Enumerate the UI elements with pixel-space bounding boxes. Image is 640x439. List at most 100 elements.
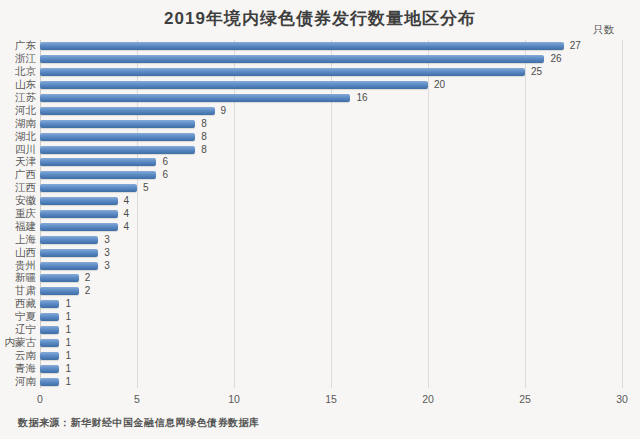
bar-row: 湖南8 xyxy=(0,117,622,130)
bar-row: 江苏16 xyxy=(0,92,622,105)
bar xyxy=(40,197,118,205)
category-label: 福建 xyxy=(0,220,40,234)
bar-track: 3 xyxy=(40,233,622,246)
bar-track: 4 xyxy=(40,195,622,208)
bar-row: 北京25 xyxy=(0,66,622,79)
bar xyxy=(40,55,544,63)
category-label: 湖南 xyxy=(0,117,40,131)
value-label: 2 xyxy=(85,273,91,284)
bar-track: 4 xyxy=(40,208,622,221)
bar-track: 8 xyxy=(40,117,622,130)
bar xyxy=(40,378,59,386)
bar-track: 1 xyxy=(40,375,622,388)
bar-row: 新疆 2 xyxy=(0,272,622,285)
gridline xyxy=(622,40,623,388)
category-label: 山西 xyxy=(0,246,40,260)
bar xyxy=(40,274,79,282)
value-label: 9 xyxy=(221,105,227,116)
bar xyxy=(40,352,59,360)
category-label: 河南 xyxy=(0,375,40,389)
value-label: 6 xyxy=(162,157,168,168)
x-tick-label: 30 xyxy=(616,393,628,405)
bar-row: 浙江 26 xyxy=(0,53,622,66)
bar-row: 山西3 xyxy=(0,246,622,259)
bar xyxy=(40,94,350,102)
x-tick-label: 15 xyxy=(325,393,337,405)
bar-row: 广东27 xyxy=(0,40,622,53)
category-label: 贵州 xyxy=(0,259,40,273)
bar-row: 青海1 xyxy=(0,362,622,375)
bar-row: 江西 5 xyxy=(0,182,622,195)
value-label: 5 xyxy=(143,183,149,194)
bar xyxy=(40,326,59,334)
bar-track: 8 xyxy=(40,143,622,156)
bar-row: 宁夏1 xyxy=(0,311,622,324)
bar xyxy=(40,262,98,270)
value-label: 1 xyxy=(65,299,71,310)
category-label: 山东 xyxy=(0,78,40,92)
bar xyxy=(40,120,195,128)
x-tick-label: 25 xyxy=(519,393,531,405)
value-label: 27 xyxy=(570,41,581,52)
x-tick-label: 20 xyxy=(422,393,434,405)
value-label: 1 xyxy=(65,324,71,335)
bar-track: 16 xyxy=(40,92,622,105)
category-label: 重庆 xyxy=(0,207,40,221)
category-label: 云南 xyxy=(0,349,40,363)
bar-row: 安徽4 xyxy=(0,195,622,208)
bar xyxy=(40,313,59,321)
bar-row: 内蒙古 1 xyxy=(0,336,622,349)
bar-track: 1 xyxy=(40,336,622,349)
value-label: 1 xyxy=(65,350,71,361)
value-label: 26 xyxy=(550,54,561,65)
bar xyxy=(40,300,59,308)
bar-track: 26 xyxy=(40,53,622,66)
source-note: 数据来源：新华财经中国金融信息网绿色债券数据库 xyxy=(18,416,260,430)
bar xyxy=(40,133,195,141)
bar-track: 1 xyxy=(40,324,622,337)
value-label: 1 xyxy=(65,337,71,348)
value-label: 8 xyxy=(201,144,207,155)
bar-row: 山东20 xyxy=(0,79,622,92)
bar-track: 1 xyxy=(40,311,622,324)
value-label: 3 xyxy=(104,234,110,245)
category-label: 上海 xyxy=(0,233,40,247)
bar-track: 4 xyxy=(40,220,622,233)
bar-row: 云南 1 xyxy=(0,349,622,362)
value-label: 8 xyxy=(201,131,207,142)
bar xyxy=(40,249,98,257)
x-tick-label: 5 xyxy=(134,393,140,405)
bar-row: 福建4 xyxy=(0,220,622,233)
bar xyxy=(40,107,215,115)
bar-track: 1 xyxy=(40,362,622,375)
value-label: 4 xyxy=(124,195,130,206)
bar-track: 1 xyxy=(40,298,622,311)
category-label: 江西 xyxy=(0,181,40,195)
bar xyxy=(40,158,156,166)
bar xyxy=(40,287,79,295)
bar-track: 9 xyxy=(40,104,622,117)
bar-row: 河南1 xyxy=(0,375,622,388)
category-label: 新疆 xyxy=(0,271,40,285)
chart-title: 2019年境内绿色债券发行数量地区分布 xyxy=(0,7,640,30)
category-label: 江苏 xyxy=(0,91,40,105)
bar-row: 辽宁 1 xyxy=(0,324,622,337)
category-label: 内蒙古 xyxy=(0,336,40,350)
bar xyxy=(40,146,195,154)
bar-track: 2 xyxy=(40,285,622,298)
bar-track: 3 xyxy=(40,246,622,259)
bar xyxy=(40,171,156,179)
category-label: 辽宁 xyxy=(0,323,40,337)
bar xyxy=(40,210,118,218)
bar-row: 西藏 1 xyxy=(0,298,622,311)
x-tick-label: 10 xyxy=(228,393,240,405)
category-label: 浙江 xyxy=(0,52,40,66)
value-label: 6 xyxy=(162,170,168,181)
category-label: 河北 xyxy=(0,104,40,118)
axis-unit-label: 只数 xyxy=(593,23,614,37)
bar xyxy=(40,81,428,89)
category-label: 北京 xyxy=(0,65,40,79)
bar-row: 重庆4 xyxy=(0,208,622,221)
category-label: 天津 xyxy=(0,155,40,169)
category-label: 西藏 xyxy=(0,297,40,311)
